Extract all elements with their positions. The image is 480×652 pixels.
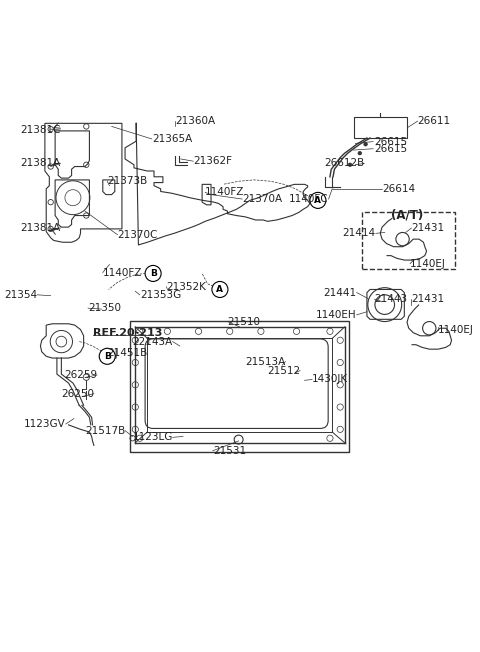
Text: 26611: 26611 (418, 116, 451, 126)
Text: 1140FZ: 1140FZ (103, 267, 142, 278)
Text: 26615: 26615 (374, 137, 408, 147)
Circle shape (212, 282, 228, 297)
Text: 21362F: 21362F (193, 156, 232, 166)
Text: 1140EJ: 1140EJ (438, 325, 474, 336)
Text: 1123LG: 1123LG (132, 432, 173, 442)
Text: 21431: 21431 (411, 223, 444, 233)
Text: 21373B: 21373B (107, 176, 147, 186)
Text: A: A (314, 196, 322, 205)
Text: 21370C: 21370C (118, 230, 158, 240)
Circle shape (310, 192, 326, 209)
Text: 21510: 21510 (228, 316, 261, 327)
Text: B: B (104, 352, 111, 361)
Text: 1140EH: 1140EH (316, 310, 357, 320)
Circle shape (348, 163, 352, 166)
FancyBboxPatch shape (354, 117, 407, 138)
Text: 21531: 21531 (213, 446, 246, 456)
Text: 21381A: 21381A (20, 223, 60, 233)
Text: (A/T): (A/T) (391, 208, 423, 221)
Text: A: A (216, 285, 223, 294)
Circle shape (364, 143, 367, 146)
Text: 21431: 21431 (411, 294, 444, 304)
Text: 21365A: 21365A (152, 134, 192, 144)
Text: 26615: 26615 (374, 143, 408, 154)
Text: 1140FC: 1140FC (289, 194, 329, 204)
Text: 21441: 21441 (324, 288, 357, 297)
Text: 21353G: 21353G (140, 290, 181, 300)
Text: B: B (150, 269, 156, 278)
FancyBboxPatch shape (362, 213, 455, 269)
Text: 21352K: 21352K (167, 282, 206, 292)
Text: 21414: 21414 (343, 228, 376, 239)
Text: 21381C: 21381C (20, 125, 60, 135)
Text: 21512: 21512 (267, 366, 300, 376)
Text: 1140FZ: 1140FZ (205, 187, 245, 198)
Text: 21443: 21443 (374, 294, 408, 304)
Text: 26250: 26250 (61, 389, 94, 399)
Text: 21370A: 21370A (242, 194, 282, 204)
Circle shape (358, 151, 361, 155)
Text: 21451B: 21451B (107, 348, 147, 358)
FancyBboxPatch shape (130, 321, 349, 452)
Text: 21350: 21350 (88, 303, 121, 313)
Circle shape (145, 265, 161, 282)
Circle shape (99, 348, 115, 364)
Text: 21517B: 21517B (85, 426, 125, 436)
Text: 21360A: 21360A (175, 116, 216, 126)
Text: 1430JK: 1430JK (312, 374, 348, 385)
Text: 1123GV: 1123GV (24, 419, 66, 429)
Text: 21513A: 21513A (245, 357, 286, 366)
Text: 26259: 26259 (64, 370, 97, 380)
Text: REF.20-213: REF.20-213 (93, 328, 162, 338)
Text: 26612B: 26612B (324, 158, 364, 168)
Text: 22143A: 22143A (132, 336, 173, 347)
Text: 21354: 21354 (4, 290, 37, 300)
Text: 1140EJ: 1140EJ (410, 259, 446, 269)
Text: 26614: 26614 (382, 184, 415, 194)
Text: 21381A: 21381A (20, 158, 60, 168)
